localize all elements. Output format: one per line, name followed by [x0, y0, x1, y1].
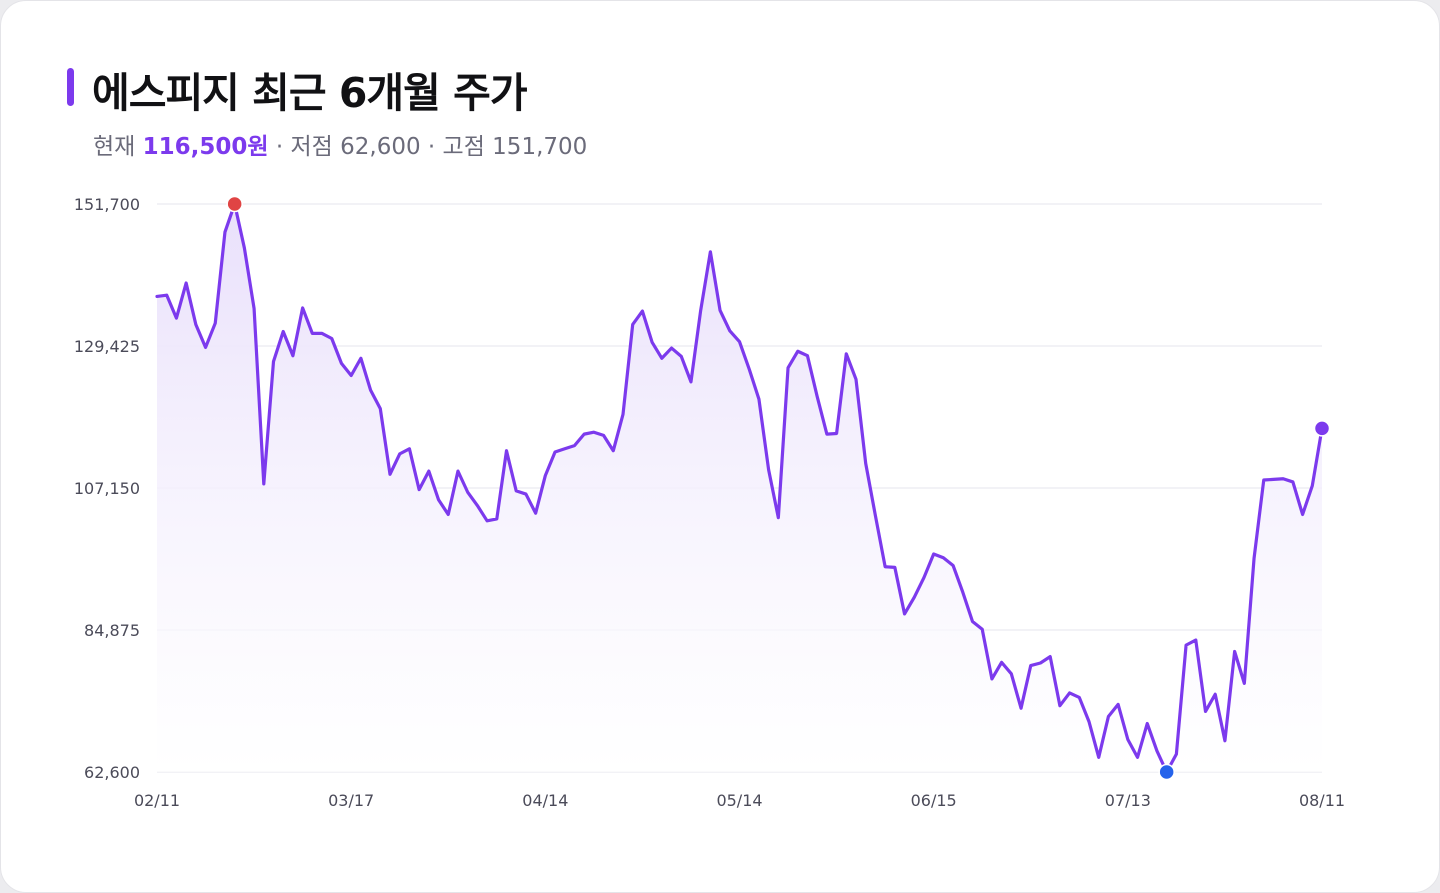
title-accent-bar — [67, 68, 74, 106]
y-tick-label: 84,875 — [84, 621, 140, 640]
low-point-marker — [1158, 763, 1175, 781]
x-tick-label: 04/14 — [522, 791, 568, 810]
y-tick-label: 151,700 — [74, 195, 140, 214]
y-tick-label: 107,150 — [74, 479, 140, 498]
low-price: · 저점 62,600 — [275, 134, 421, 160]
current-price: 116,500원 — [142, 134, 269, 160]
x-tick-label: 05/14 — [716, 791, 762, 810]
x-tick-label: 03/17 — [328, 791, 374, 810]
price-line — [155, 202, 1324, 774]
x-tick-label: 02/11 — [134, 791, 180, 810]
price-summary: 현재 116,500원 · 저점 62,600 · 고점 151,700 — [93, 127, 587, 161]
y-axis-ticks: 151,700 129,425 107,150 84,875 62,600 — [74, 195, 140, 782]
x-tick-label: 08/11 — [1299, 791, 1345, 810]
high-price: · 고점 151,700 — [427, 134, 588, 160]
x-axis-ticks: 02/11 03/17 04/14 05/14 06/15 07/13 08/11 — [134, 791, 1345, 810]
x-tick-label: 06/15 — [911, 791, 957, 810]
current-label: 현재 — [93, 134, 136, 160]
chart-title: 에스피지 최근 6개월 주가 — [92, 69, 528, 117]
current-point-marker — [1313, 420, 1331, 437]
price-area — [157, 204, 1322, 772]
high-point-marker — [226, 195, 243, 213]
y-tick-label: 129,425 — [74, 337, 140, 356]
x-tick-label: 07/13 — [1105, 791, 1151, 810]
y-tick-label: 62,600 — [84, 763, 140, 782]
price-markers — [226, 195, 1331, 781]
